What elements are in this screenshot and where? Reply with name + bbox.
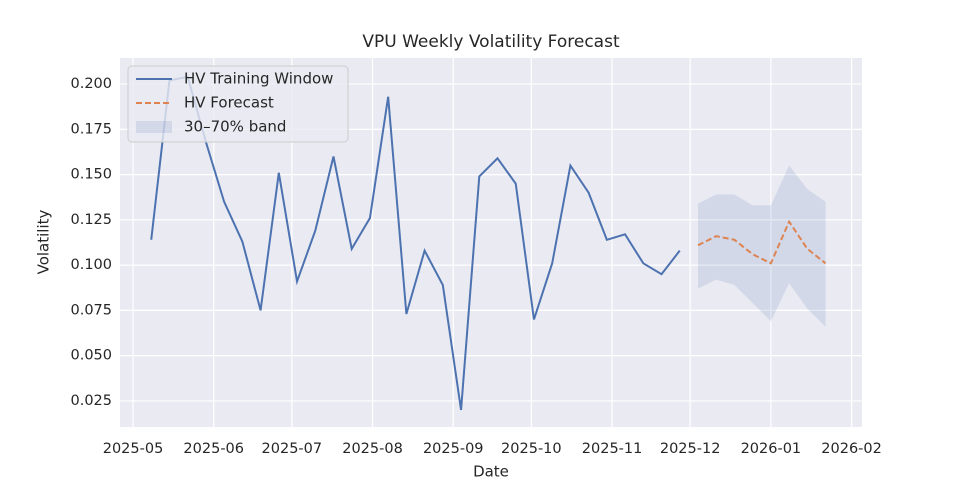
x-tick-label: 2025-12: [660, 441, 721, 457]
y-tick-label: 0.100: [70, 257, 112, 273]
x-tick-label: 2025-11: [582, 441, 643, 457]
y-tick-label: 0.125: [70, 212, 112, 228]
x-tick-label: 2025-07: [262, 441, 323, 457]
x-tick-label: 2025-05: [103, 441, 164, 457]
x-axis-label: Date: [473, 463, 509, 480]
legend-label: HV Forecast: [184, 94, 274, 112]
y-axis-label: Volatility: [35, 209, 53, 274]
x-tick-label: 2026-02: [821, 441, 882, 457]
legend-label: 30–70% band: [184, 118, 286, 136]
y-tick-label: 0.025: [70, 393, 112, 409]
y-tick-label: 0.050: [70, 348, 112, 364]
legend-label: HV Training Window: [184, 70, 333, 88]
legend-box: [127, 65, 349, 143]
y-tick-label: 0.075: [70, 302, 112, 318]
x-tick-label: 2025-08: [342, 441, 403, 457]
y-tick-label: 0.175: [70, 121, 112, 137]
legend-swatch: [136, 121, 172, 133]
y-tick-label: 0.150: [70, 167, 112, 183]
x-tick-label: 2025-10: [501, 441, 562, 457]
chart-title: VPU Weekly Volatility Forecast: [362, 32, 620, 52]
band: [697, 165, 826, 327]
x-tick-label: 2025-09: [423, 441, 484, 457]
x-tick-label: 2026-01: [741, 441, 802, 457]
line: [697, 219, 827, 265]
x-tick-label: 2025-06: [183, 441, 244, 457]
line: [150, 75, 681, 411]
y-tick-label: 0.200: [70, 76, 112, 92]
